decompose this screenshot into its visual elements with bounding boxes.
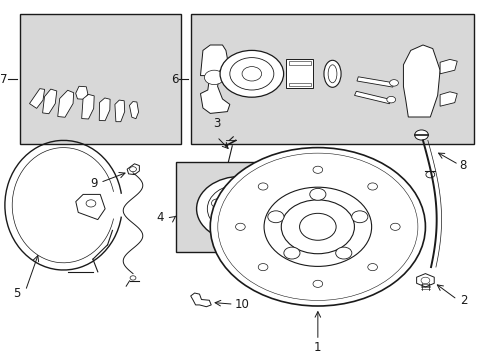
Circle shape xyxy=(248,219,260,228)
Ellipse shape xyxy=(327,65,336,83)
Bar xyxy=(288,61,310,65)
Circle shape xyxy=(258,199,269,208)
Circle shape xyxy=(204,70,224,85)
Circle shape xyxy=(220,219,232,228)
Circle shape xyxy=(211,199,223,208)
Polygon shape xyxy=(129,102,138,119)
Circle shape xyxy=(86,200,96,207)
Polygon shape xyxy=(200,45,229,113)
Circle shape xyxy=(264,187,371,266)
Text: 7: 7 xyxy=(0,73,7,86)
Circle shape xyxy=(390,223,399,230)
Circle shape xyxy=(367,264,377,271)
Text: 6: 6 xyxy=(171,73,178,86)
Circle shape xyxy=(196,176,284,241)
Circle shape xyxy=(414,130,427,140)
Polygon shape xyxy=(76,194,105,220)
Bar xyxy=(354,91,390,104)
Text: 10: 10 xyxy=(234,298,249,311)
Bar xyxy=(356,77,393,87)
Circle shape xyxy=(420,277,429,284)
Circle shape xyxy=(130,276,136,280)
Bar xyxy=(20,14,181,144)
Circle shape xyxy=(283,247,299,259)
Circle shape xyxy=(312,166,322,174)
Text: 9: 9 xyxy=(90,177,98,190)
Text: 5: 5 xyxy=(13,287,21,300)
Bar xyxy=(285,59,312,88)
Circle shape xyxy=(267,211,284,223)
Circle shape xyxy=(224,197,256,221)
Circle shape xyxy=(229,58,273,90)
Circle shape xyxy=(281,200,354,254)
Text: 3: 3 xyxy=(213,117,220,130)
Circle shape xyxy=(258,264,267,271)
Circle shape xyxy=(220,50,283,97)
Polygon shape xyxy=(403,45,439,117)
Circle shape xyxy=(217,153,417,301)
Circle shape xyxy=(210,148,425,306)
Polygon shape xyxy=(76,86,88,99)
Circle shape xyxy=(234,186,246,195)
Polygon shape xyxy=(127,164,139,175)
Circle shape xyxy=(207,184,273,233)
Text: 8: 8 xyxy=(459,159,466,172)
Bar xyxy=(288,83,310,86)
Bar xyxy=(176,162,283,252)
Text: 2: 2 xyxy=(459,294,466,307)
Circle shape xyxy=(309,188,325,200)
Text: 1: 1 xyxy=(313,341,321,354)
Polygon shape xyxy=(81,94,94,119)
Circle shape xyxy=(367,183,377,190)
Circle shape xyxy=(233,203,247,214)
Circle shape xyxy=(425,171,434,178)
Circle shape xyxy=(299,213,335,240)
Text: 4: 4 xyxy=(156,211,163,224)
Circle shape xyxy=(312,280,322,287)
Circle shape xyxy=(129,167,136,172)
Circle shape xyxy=(242,67,261,81)
Circle shape xyxy=(386,96,395,103)
Circle shape xyxy=(335,247,351,259)
Polygon shape xyxy=(115,100,124,122)
Polygon shape xyxy=(190,293,211,307)
Polygon shape xyxy=(439,92,456,106)
Circle shape xyxy=(258,183,267,190)
Circle shape xyxy=(389,80,398,86)
Bar xyxy=(190,14,473,144)
Polygon shape xyxy=(42,89,57,114)
Circle shape xyxy=(351,211,367,223)
Polygon shape xyxy=(58,90,74,117)
Polygon shape xyxy=(29,89,44,108)
Ellipse shape xyxy=(323,60,341,87)
Polygon shape xyxy=(99,98,110,121)
Circle shape xyxy=(235,223,245,230)
Polygon shape xyxy=(416,274,433,287)
Polygon shape xyxy=(439,59,456,74)
